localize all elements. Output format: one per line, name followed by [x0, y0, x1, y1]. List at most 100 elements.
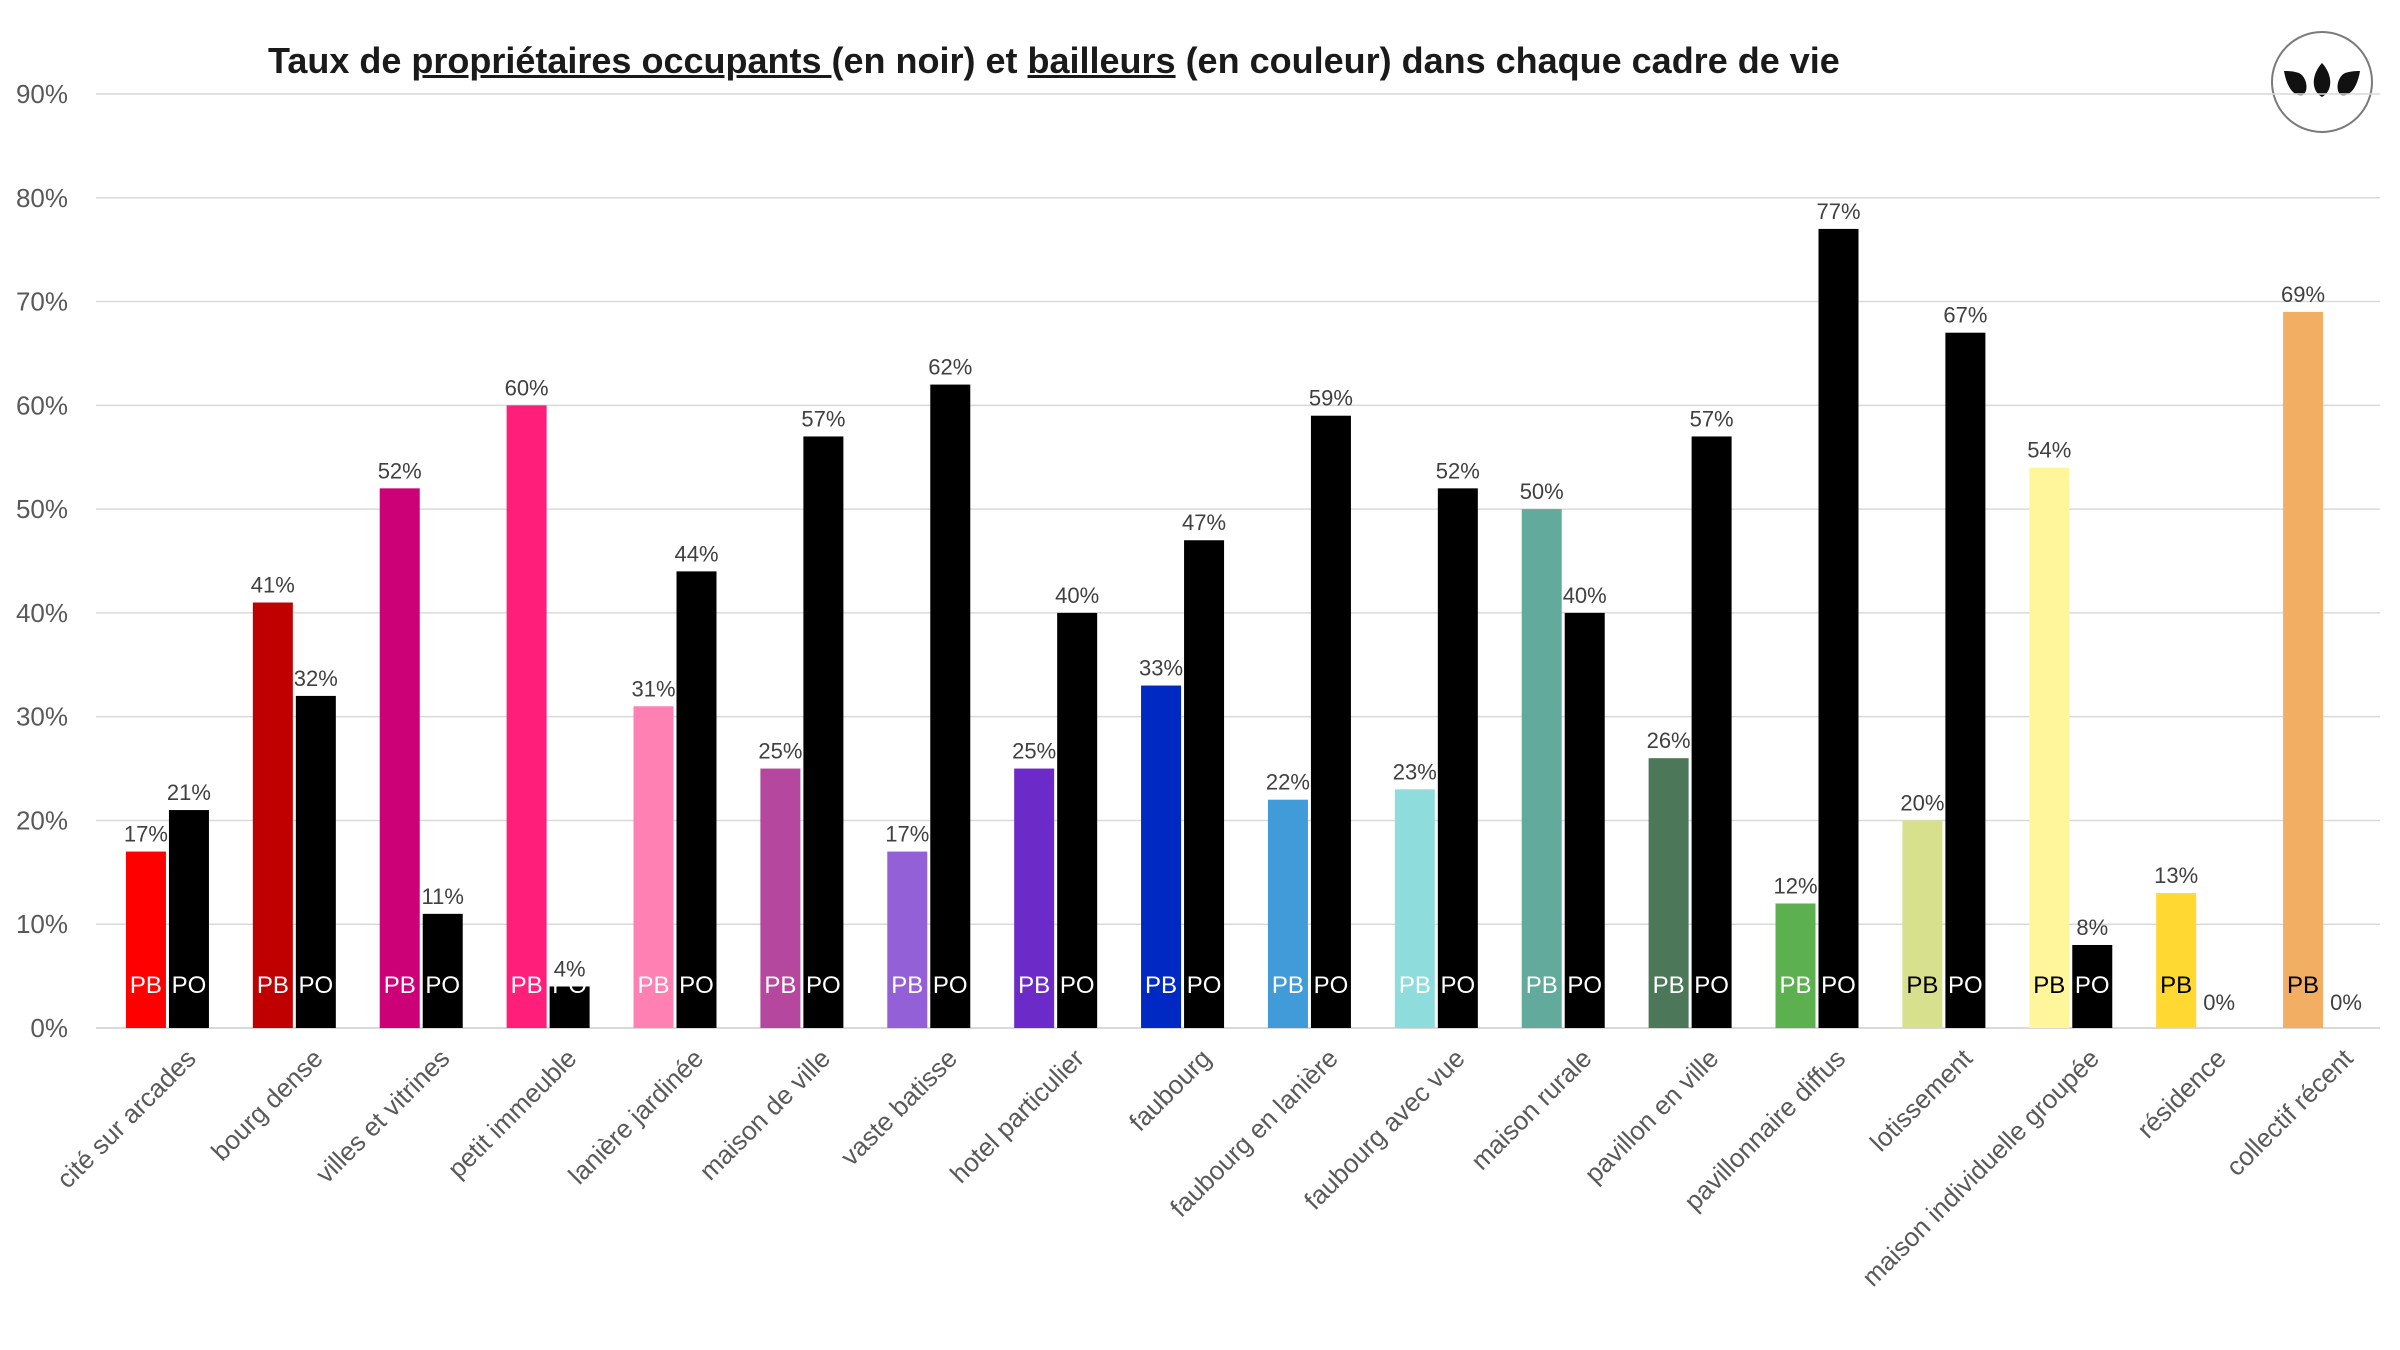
x-category-label: faubourg	[1123, 1043, 1217, 1137]
bar-label-po: PO	[1694, 972, 1729, 999]
bar-label-pb: PB	[1779, 972, 1811, 999]
bar-pb-17	[2283, 311, 2324, 1028]
bar-po-5	[803, 436, 844, 1028]
data-label-po: 40%	[1055, 583, 1099, 608]
data-label-po: 67%	[1943, 303, 1987, 328]
y-tick-label: 0%	[30, 1013, 68, 1043]
bar-pb-6	[887, 851, 928, 1028]
bar-pb-7	[1014, 768, 1055, 1028]
bar-pb-15	[2029, 467, 2070, 1029]
bar-pb-14	[1902, 820, 1943, 1028]
bar-pb-3	[506, 405, 547, 1028]
title-part-5: (en couleur) dans chaque cadre de vie	[1175, 40, 1840, 81]
x-category-label: lanière jardinée	[562, 1043, 709, 1190]
x-category-label: maison de ville	[693, 1043, 836, 1186]
x-category-label: lotissement	[1864, 1042, 1979, 1157]
bar-label-po: PO	[1314, 972, 1349, 999]
bar-label-po: PO	[1187, 972, 1222, 999]
data-label-pb: 69%	[2281, 282, 2325, 307]
bar-label-po: PO	[1060, 972, 1095, 999]
data-label-pb: 26%	[1647, 728, 1691, 753]
title-part-3: (en noir) et	[831, 40, 1028, 81]
data-label-po: 8%	[2076, 915, 2108, 940]
x-category-label: maison individuelle groupée	[1856, 1043, 2105, 1292]
bar-label-pb: PB	[2033, 972, 2065, 999]
data-label-po: 40%	[1563, 583, 1607, 608]
bar-label-pb: PB	[257, 972, 289, 999]
bar-label-po: PO	[933, 972, 968, 999]
bar-pb-9	[1267, 799, 1308, 1028]
bar-pb-1	[252, 602, 293, 1028]
bar-label-pb: PB	[384, 972, 416, 999]
data-label-pb: 60%	[505, 375, 549, 400]
bar-label-pb: PB	[2160, 972, 2192, 999]
data-label-po: 0%	[2330, 990, 2362, 1015]
y-tick-label: 90%	[16, 79, 68, 109]
data-label-pb: 23%	[1393, 759, 1437, 784]
data-label-pb: 12%	[1773, 873, 1817, 898]
bar-pb-11	[1521, 509, 1562, 1029]
data-label-po: 62%	[928, 355, 972, 380]
y-tick-label: 50%	[16, 494, 68, 524]
x-category-label: villes et vitrines	[310, 1043, 456, 1189]
y-tick-label: 60%	[16, 390, 68, 420]
title-part-2: propriétaires occupants	[411, 40, 832, 81]
data-label-po: 59%	[1309, 386, 1353, 411]
y-tick-label: 40%	[16, 598, 68, 628]
bar-label-po: PO	[1567, 972, 1602, 999]
data-label-po: 32%	[294, 666, 338, 691]
bar-pb-10	[1394, 789, 1435, 1028]
data-label-po: 47%	[1182, 510, 1226, 535]
chart-title: Taux de propriétaires occupants (en noir…	[268, 40, 1840, 82]
data-label-po: 52%	[1436, 458, 1480, 483]
data-label-pb: 20%	[1900, 790, 1944, 815]
y-axis: 0% 10% 20% 30% 40% 50% 60% 70% 80% 90%	[16, 79, 2380, 1043]
bar-po-2	[422, 913, 463, 1028]
x-category-label: collectif récent	[2220, 1042, 2359, 1181]
data-label-po: 11%	[422, 884, 464, 909]
bar-pb-2	[379, 488, 420, 1028]
bar-label-pb: PB	[1018, 972, 1050, 999]
bar-label-pb: PB	[511, 972, 543, 999]
x-category-label: cité sur arcades	[51, 1043, 202, 1194]
bar-label-po: PO	[2075, 972, 2110, 999]
title-part-1: Taux de	[268, 40, 412, 81]
bar-label-pb: PB	[1145, 972, 1177, 999]
x-category-label: résidence	[2131, 1043, 2232, 1144]
bar-po-11	[1564, 612, 1605, 1028]
bar-pb-8	[1141, 685, 1182, 1028]
bar-po-9	[1310, 415, 1351, 1028]
bar-label-po: PO	[172, 972, 207, 999]
bar-label-pb: PB	[1272, 972, 1304, 999]
bar-label-po: PO	[1821, 972, 1856, 999]
bar-label-pb: PB	[2287, 972, 2319, 999]
bar-label-po: PO	[806, 972, 841, 999]
bar-po-12	[1691, 436, 1732, 1028]
data-label-pb: 17%	[885, 822, 929, 847]
bar-label-po: PO	[1948, 972, 1983, 999]
data-label-pb: 41%	[251, 573, 295, 598]
bar-po-6	[930, 384, 971, 1029]
bar-label-pb: PB	[637, 972, 669, 999]
bar-po-4	[676, 571, 717, 1028]
y-tick-label: 30%	[16, 702, 68, 732]
bar-pb-5	[760, 768, 801, 1028]
data-label-po: 77%	[1816, 199, 1860, 224]
bar-label-pb: PB	[764, 972, 796, 999]
x-category-label: maison rurale	[1465, 1043, 1598, 1176]
three-leaves-logo-icon	[2271, 31, 2373, 133]
y-tick-label: 10%	[16, 909, 68, 939]
data-label-pb: 25%	[758, 739, 802, 764]
data-label-pb: 22%	[1266, 770, 1310, 795]
bar-label-po: PO	[679, 972, 714, 999]
bar-po-7	[1057, 612, 1098, 1028]
bars: PB17%PO21%PB41%PO32%PB52%PO11%PB60%PO4%P…	[124, 199, 2362, 1029]
bar-po-14	[1945, 332, 1986, 1028]
bar-label-pb: PB	[891, 972, 923, 999]
data-label-po: 57%	[1690, 406, 1734, 431]
x-category-label: petit immeuble	[442, 1043, 583, 1184]
bar-pb-4	[633, 706, 674, 1028]
y-tick-label: 80%	[16, 183, 68, 213]
